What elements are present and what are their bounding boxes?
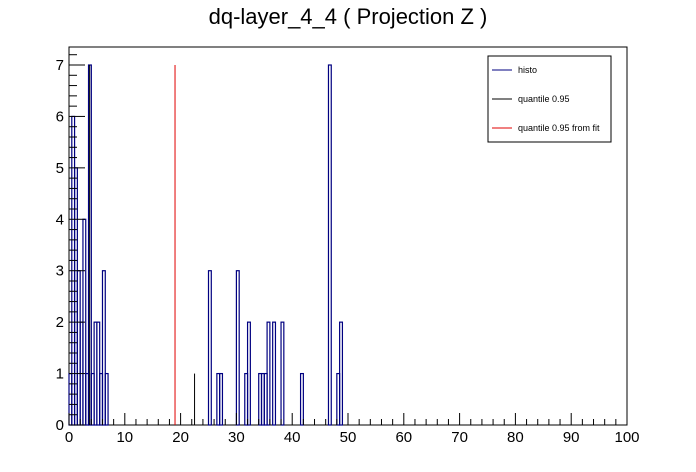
plot-area: 0 10 20 30 40 50 60 70 80 90 100 0 1 2 3 4 5 6 7 bbox=[56, 46, 640, 446]
histogram-bar bbox=[219, 372, 224, 426]
y-tick-label: 4 bbox=[56, 211, 64, 228]
histogram-bar bbox=[327, 64, 332, 426]
x-tick-label: 90 bbox=[563, 429, 580, 446]
y-tick-label: 0 bbox=[56, 417, 64, 434]
histogram-bar bbox=[104, 372, 109, 426]
x-tick-label: 80 bbox=[507, 429, 524, 446]
x-tick-label: 30 bbox=[228, 429, 245, 446]
histogram-bar bbox=[266, 321, 271, 426]
y-tick-label: 1 bbox=[56, 366, 64, 383]
x-tick-label: 10 bbox=[116, 429, 133, 446]
y-tick-label: 6 bbox=[56, 108, 64, 125]
y-tick-label: 7 bbox=[56, 57, 64, 74]
x-tick-label: 60 bbox=[395, 429, 412, 446]
legend-entry-label: quantile 0.95 from fit bbox=[518, 123, 600, 133]
x-tick-label: 70 bbox=[451, 429, 468, 446]
y-tick-label: 2 bbox=[56, 314, 64, 331]
histogram-bar bbox=[246, 321, 251, 426]
legend-entry-label: quantile 0.95 bbox=[518, 94, 570, 104]
x-tick-label: 100 bbox=[614, 429, 639, 446]
x-tick-label: 50 bbox=[340, 429, 357, 446]
x-tick-label: 0 bbox=[65, 429, 73, 446]
histogram-bar bbox=[235, 270, 240, 426]
histogram-bar bbox=[101, 270, 106, 426]
y-tick-label: 5 bbox=[56, 160, 64, 177]
histogram-bar bbox=[280, 321, 285, 426]
chart-title: dq-layer_4_4 ( Projection Z ) bbox=[209, 4, 488, 29]
histogram-bar bbox=[299, 372, 304, 426]
y-tick-label: 3 bbox=[56, 263, 64, 280]
histogram-bar bbox=[272, 321, 277, 426]
histogram-bar bbox=[207, 270, 212, 426]
legend: histo quantile 0.95 quantile 0.95 from fit bbox=[487, 55, 612, 143]
histogram-bar bbox=[339, 321, 344, 426]
x-tick-label: 20 bbox=[172, 429, 189, 446]
legend-entry-label: histo bbox=[518, 65, 537, 75]
x-tick-label: 40 bbox=[284, 429, 301, 446]
